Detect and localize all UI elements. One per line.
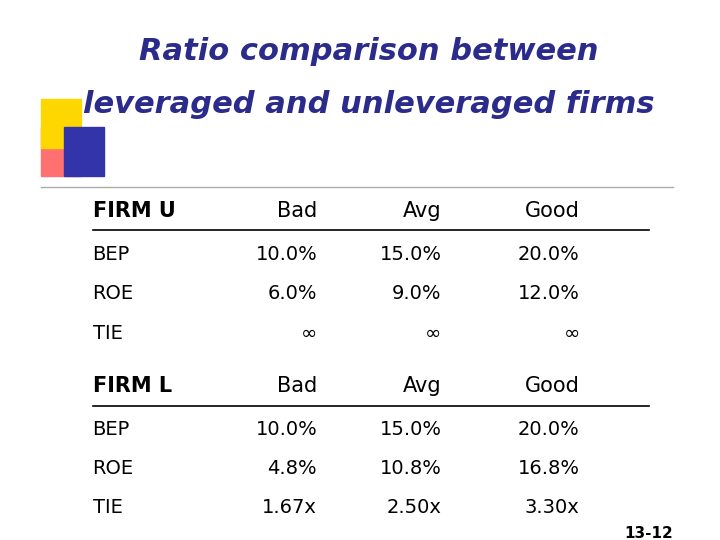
Text: 2.50x: 2.50x	[387, 498, 441, 517]
Text: FIRM U: FIRM U	[93, 201, 176, 221]
Text: 1.67x: 1.67x	[262, 498, 318, 517]
Text: leveraged and unleveraged firms: leveraged and unleveraged firms	[84, 90, 654, 119]
Text: TIE: TIE	[93, 323, 122, 342]
Text: ∞: ∞	[426, 323, 441, 342]
Text: 9.0%: 9.0%	[392, 284, 441, 303]
Bar	[41, 99, 81, 147]
Text: 20.0%: 20.0%	[518, 420, 580, 439]
Text: 12.0%: 12.0%	[518, 284, 580, 303]
Text: BEP: BEP	[93, 245, 130, 264]
Text: Avg: Avg	[403, 376, 441, 396]
Text: 15.0%: 15.0%	[379, 420, 441, 439]
Text: 20.0%: 20.0%	[518, 245, 580, 264]
Text: 15.0%: 15.0%	[379, 245, 441, 264]
Text: BEP: BEP	[93, 420, 130, 439]
Text: 10.0%: 10.0%	[256, 420, 318, 439]
Bar	[63, 127, 104, 176]
Text: TIE: TIE	[93, 498, 122, 517]
Text: 3.30x: 3.30x	[525, 498, 580, 517]
Text: Avg: Avg	[403, 201, 441, 221]
Text: ∞: ∞	[564, 323, 580, 342]
Text: Good: Good	[525, 201, 580, 221]
Text: 13-12: 13-12	[624, 526, 673, 540]
Text: 6.0%: 6.0%	[268, 284, 318, 303]
Text: Good: Good	[525, 376, 580, 396]
Bar	[41, 127, 81, 176]
Text: 16.8%: 16.8%	[518, 460, 580, 478]
Text: 10.0%: 10.0%	[256, 245, 318, 264]
Text: Bad: Bad	[277, 376, 318, 396]
Text: FIRM L: FIRM L	[93, 376, 172, 396]
Text: Ratio comparison between: Ratio comparison between	[139, 37, 599, 65]
Text: 4.8%: 4.8%	[268, 460, 318, 478]
Text: ROE: ROE	[93, 460, 134, 478]
Text: Bad: Bad	[277, 201, 318, 221]
Text: ROE: ROE	[93, 284, 134, 303]
Text: 10.8%: 10.8%	[379, 460, 441, 478]
Text: ∞: ∞	[301, 323, 318, 342]
